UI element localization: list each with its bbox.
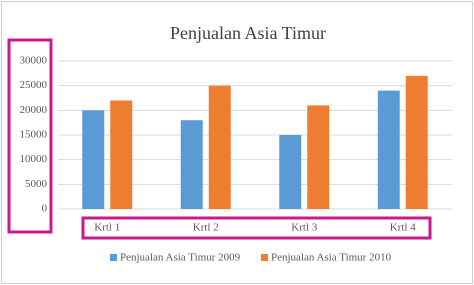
bar [377,90,400,209]
x-tick-label: Krtl 1 [94,222,120,234]
bar [279,135,302,209]
y-tick-label: 30000 [20,55,48,67]
chart-title: Penjualan Asia Timur [170,23,326,43]
bar [110,100,133,209]
plot: 0 5000 10000 15000 20000 25000 30000 Krtl 1 Krtl… [20,55,452,264]
y-tick-label: 5000 [25,178,48,190]
legend-swatch [110,254,117,261]
x-tick-label: Krtl 4 [390,222,416,234]
bar [307,105,330,209]
x-tick-label: Krtl 3 [291,222,317,234]
y-tick-label: 15000 [20,129,48,141]
y-tick-label: 10000 [20,153,48,165]
bar [180,120,203,209]
legend-swatch [261,254,268,261]
bar [82,110,105,209]
highlight-box [7,38,53,234]
bar [208,85,231,209]
legend-label: Penjualan Asia Timur 2010 [271,252,392,264]
y-tick-label: 20000 [20,104,48,116]
x-tick-label: Krtl 2 [193,222,219,234]
legend-label: Penjualan Asia Timur 2009 [120,252,241,264]
bar [405,75,428,209]
y-tick-label: 25000 [20,79,48,91]
highlight-box [81,216,432,240]
y-tick-label: 0 [42,203,48,215]
